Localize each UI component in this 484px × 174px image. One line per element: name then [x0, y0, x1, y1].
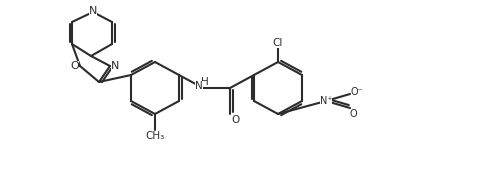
Text: N⁺: N⁺ [320, 96, 333, 106]
Text: H: H [201, 77, 209, 87]
Text: O: O [232, 115, 240, 125]
Text: N: N [89, 6, 97, 16]
Text: O⁻: O⁻ [350, 87, 363, 97]
Text: N: N [195, 81, 203, 91]
Text: O: O [349, 109, 357, 119]
Text: N: N [111, 61, 119, 71]
Text: CH₃: CH₃ [145, 131, 165, 141]
Text: O: O [71, 61, 79, 71]
Text: Cl: Cl [273, 38, 283, 48]
